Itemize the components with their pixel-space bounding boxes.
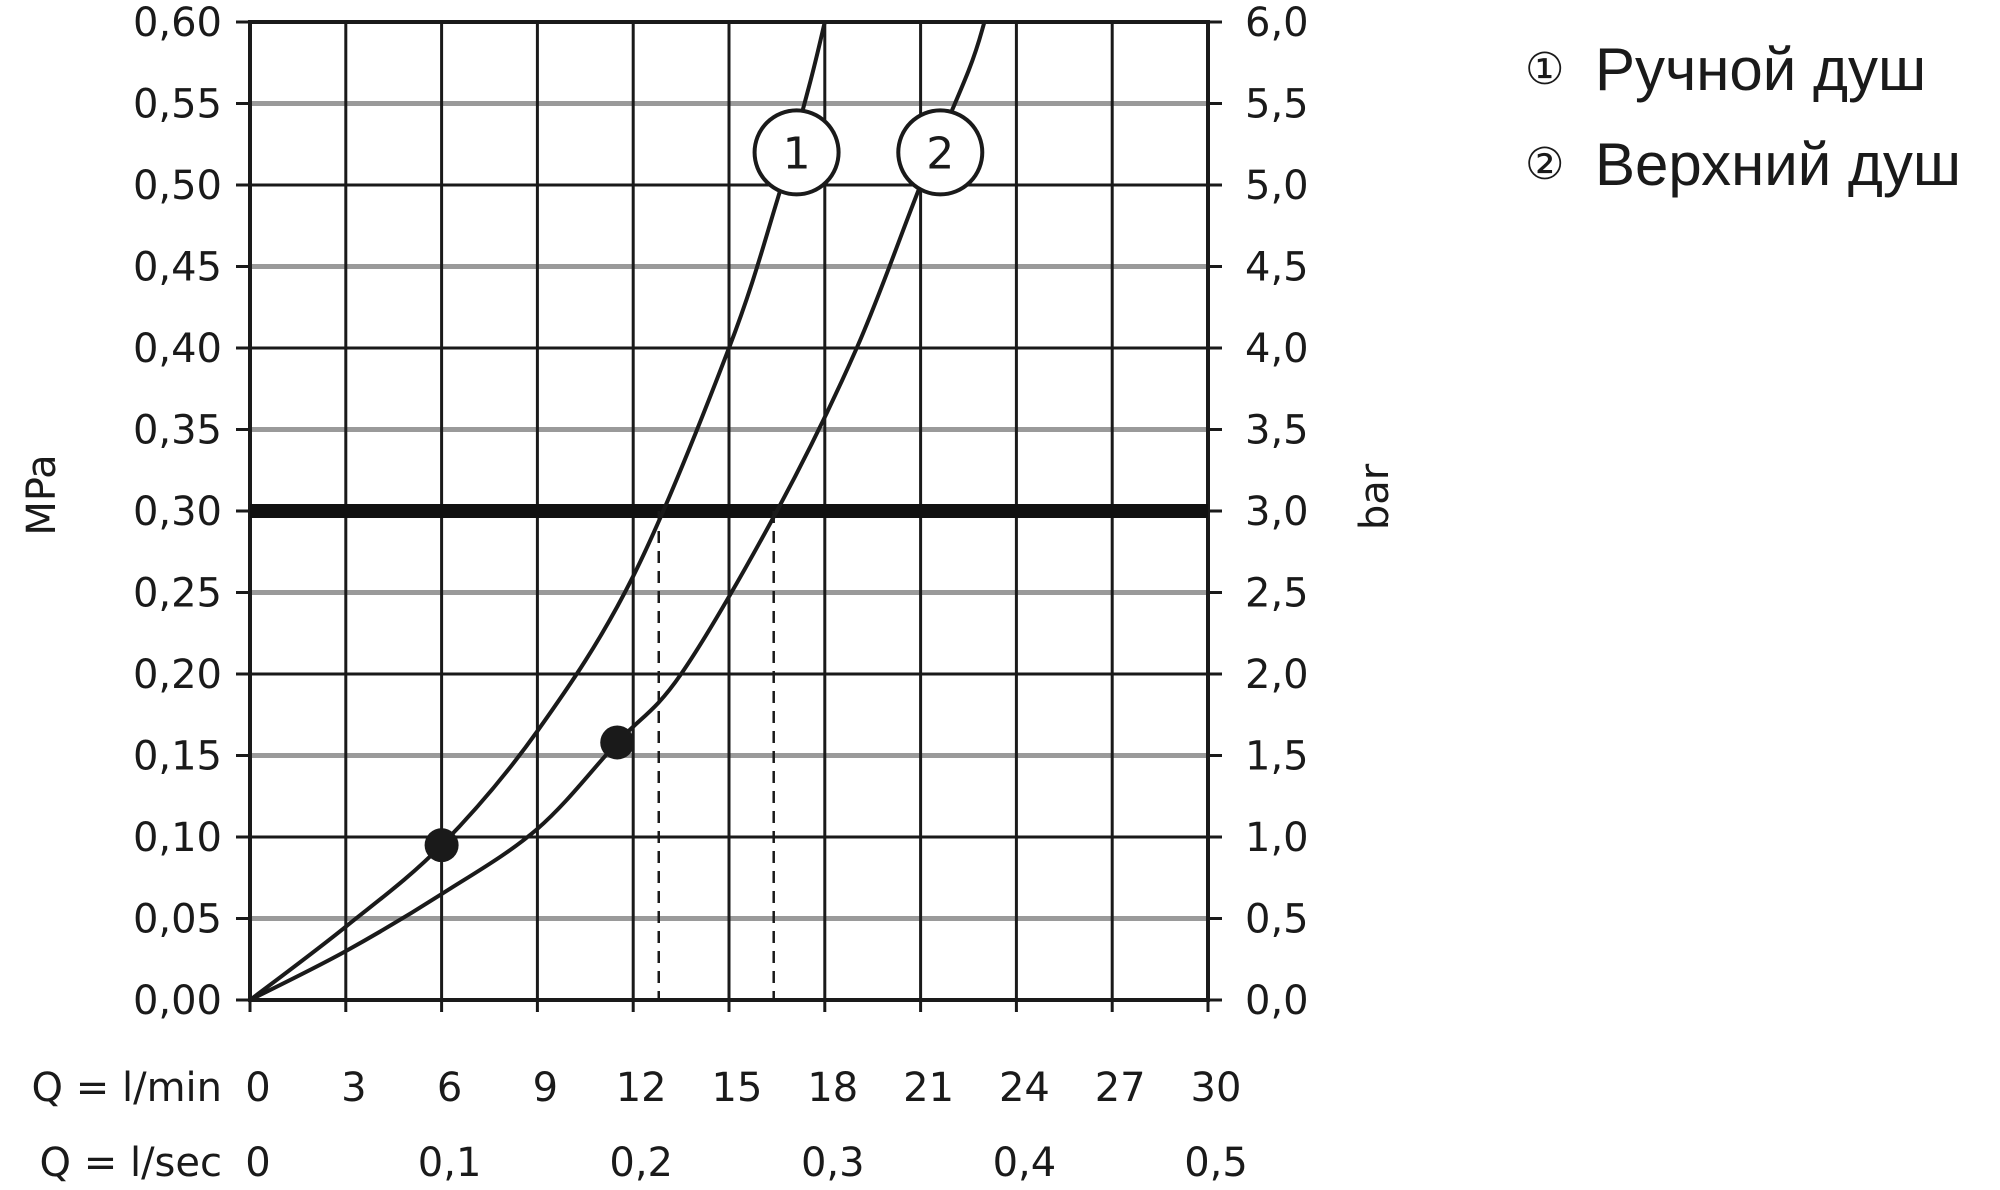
y-tick-label: 0,30 xyxy=(133,489,222,535)
y2-tick-label: 3,0 xyxy=(1245,489,1309,535)
legend-marker-2: ② xyxy=(1525,139,1565,190)
x-axis-label: Q = l/min xyxy=(32,1065,222,1111)
y-tick-label: 0,50 xyxy=(133,163,222,209)
series-marker-circle-2 xyxy=(896,108,985,197)
y-tick-label: 0,10 xyxy=(133,815,222,861)
y-tick-label: 0,25 xyxy=(133,571,222,617)
y2-tick-label: 3,5 xyxy=(1245,408,1309,454)
y2-tick-labels: 0,0 0,5 1,0 1,5 2,0 2,5 3,0 3,5 4,0 4,5 5,0 5,5 6,0 xyxy=(1245,0,1309,1024)
y2-tick-label: 5,0 xyxy=(1245,163,1309,209)
series-marker-circle-1 xyxy=(752,108,841,197)
legend-item-hand-shower: ① Ручной душ xyxy=(1525,22,1961,117)
x-tick-label: 30 xyxy=(1191,1065,1242,1111)
y2-tick-label: 2,0 xyxy=(1245,652,1309,698)
legend: ① Ручной душ ② Верхний душ xyxy=(1525,22,1961,212)
highlight-point-2 xyxy=(600,725,635,760)
y-tick-label: 0,20 xyxy=(133,652,222,698)
x-tick-label: 27 xyxy=(1095,1065,1146,1111)
x2-tick-labels: 0 0,1 0,2 0,3 0,4 0,5 xyxy=(245,1140,1248,1186)
legend-item-overhead-shower: ② Верхний душ xyxy=(1525,117,1961,212)
x-tick-label: 18 xyxy=(807,1065,858,1111)
highlight-points xyxy=(424,725,635,863)
y-tick-label: 0,60 xyxy=(133,0,222,46)
series-marker-label-2: 2 xyxy=(926,128,954,179)
x2-tick-label: 0,1 xyxy=(418,1140,482,1186)
y2-tick-label: 0,0 xyxy=(1245,978,1309,1024)
reference-drop-lines xyxy=(657,511,775,1000)
y2-tick-label: 4,0 xyxy=(1245,326,1309,372)
y-tick-label: 0,05 xyxy=(133,897,222,943)
legend-label-2: Верхний душ xyxy=(1595,131,1962,198)
x-tick-labels: 0 3 6 9 12 15 18 21 24 27 30 xyxy=(245,1065,1241,1111)
x2-tick-label: 0 xyxy=(245,1140,270,1186)
y-axis-label: MPa xyxy=(19,454,65,535)
y-tick-label: 0,40 xyxy=(133,326,222,372)
y2-tick-label: 5,5 xyxy=(1245,82,1309,128)
y-tick-label: 0,45 xyxy=(133,245,222,291)
x2-tick-label: 0,2 xyxy=(609,1140,673,1186)
y2-tick-label: 4,5 xyxy=(1245,245,1309,291)
x-tick-label: 6 xyxy=(437,1065,462,1111)
y2-tick-label: 1,0 xyxy=(1245,815,1309,861)
x2-tick-label: 0,3 xyxy=(801,1140,865,1186)
x-tick-label: 12 xyxy=(616,1065,667,1111)
y2-axis-label: bar xyxy=(1352,463,1398,530)
x2-axis-label: Q = l/sec xyxy=(40,1140,222,1186)
x-tick-label: 21 xyxy=(903,1065,954,1111)
y-tick-label: 0,15 xyxy=(133,734,222,780)
x-tick-label: 0 xyxy=(245,1065,270,1111)
y-tick-label: 0,55 xyxy=(133,82,222,128)
legend-label-1: Ручной душ xyxy=(1595,36,1927,103)
y2-tick-label: 2,5 xyxy=(1245,571,1309,617)
y-tick-label: 0,35 xyxy=(133,408,222,454)
x-tick-label: 3 xyxy=(341,1065,366,1111)
series-marker-label-1: 1 xyxy=(783,128,811,179)
x-tick-label: 15 xyxy=(712,1065,763,1111)
x2-tick-label: 0,5 xyxy=(1184,1140,1248,1186)
x2-tick-label: 0,4 xyxy=(993,1140,1057,1186)
y-tick-label: 0,00 xyxy=(133,978,222,1024)
y2-tick-label: 6,0 xyxy=(1245,0,1309,46)
x-tick-label: 24 xyxy=(999,1065,1050,1111)
highlight-point-1 xyxy=(424,828,459,863)
x-tick-label: 9 xyxy=(533,1065,558,1111)
y-tick-labels: 0,00 0,05 0,10 0,15 0,20 0,25 0,30 0,35 0,40 0,45… xyxy=(133,0,222,1024)
legend-marker-1: ① xyxy=(1525,44,1565,95)
y2-tick-label: 1,5 xyxy=(1245,734,1309,780)
y2-tick-label: 0,5 xyxy=(1245,897,1309,943)
